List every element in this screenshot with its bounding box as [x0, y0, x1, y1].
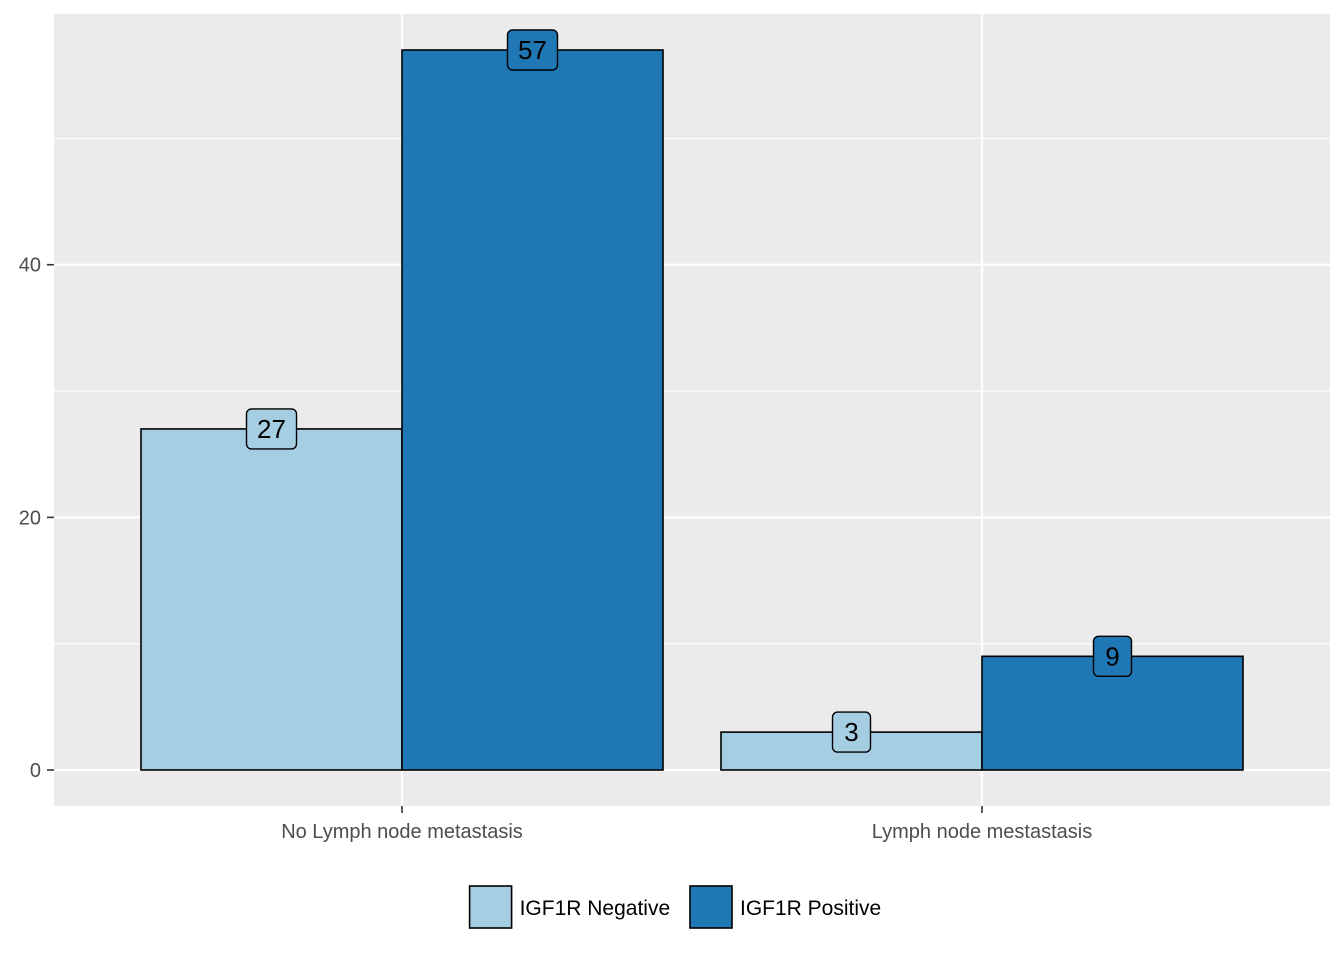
data-label: 27 [257, 414, 286, 444]
bar [140, 428, 403, 771]
legend-label: IGF1R Positive [740, 897, 881, 920]
data-label: 3 [844, 717, 858, 747]
data-label-box [1092, 635, 1133, 678]
legend-swatch [689, 885, 733, 929]
data-label-box [831, 711, 872, 753]
x-tick-label: No Lymph node metastasis [281, 821, 523, 843]
data-label-box [506, 29, 559, 71]
y-tick-label: 20 [19, 507, 41, 529]
data-label-box [245, 408, 298, 450]
legend-swatch [468, 885, 513, 929]
data-label: 57 [518, 35, 547, 65]
bar [401, 49, 664, 771]
legend-label: IGF1R Negative [520, 897, 671, 920]
bars [140, 49, 1244, 771]
axes: 0 20 40 No Lymph node metastasis Lymph node … [19, 255, 1092, 843]
data-labels: 27 57 3 9 [245, 29, 1133, 753]
x-tick-label: Lymph node mestastasis [872, 821, 1092, 843]
data-label: 9 [1105, 641, 1119, 671]
legend: IGF1R Negative IGF1R Positive [468, 885, 881, 929]
y-tick-label: 0 [30, 760, 41, 782]
y-tick-label: 40 [19, 255, 41, 277]
